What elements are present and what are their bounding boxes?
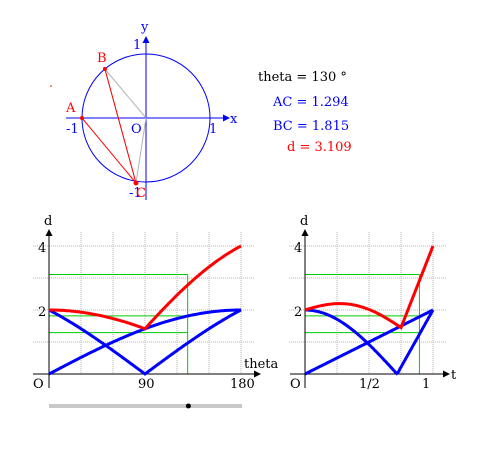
slider-track[interactable] — [49, 404, 242, 408]
t-graph-y-tick-2: 2 — [294, 305, 302, 320]
circle-origin-label: O — [131, 122, 142, 137]
t-graph-x-label: t — [451, 368, 457, 383]
t-graph-x-tick-half: 1/2 — [359, 377, 380, 392]
theta-curve-bc — [48, 308, 242, 376]
t-y-axis-arrow — [301, 229, 309, 236]
circle-x-axis-arrow — [223, 114, 230, 122]
circle-y-axis-label: y — [140, 20, 149, 35]
radius-oc — [135, 117, 147, 184]
circle-tick-x-neg: -1 — [66, 122, 79, 137]
circle-x-axis-label: x — [230, 112, 238, 127]
theta-graph-y-tick-4: 4 — [38, 241, 46, 256]
t-graph-grid — [289, 232, 447, 374]
theta-graph-x-tick-180: 180 — [230, 377, 255, 392]
theta-graph-curves — [48, 244, 242, 376]
segment-ac — [81, 117, 137, 184]
point-c-label: C — [136, 186, 146, 201]
theta-graph: d theta O 2 4 90 180 — [33, 214, 279, 392]
t-graph-curves — [304, 245, 435, 376]
point-a-label: A — [65, 101, 76, 116]
theta-graph-x-label: theta — [244, 357, 279, 372]
point-a — [80, 116, 84, 120]
theta-x-axis-arrow — [254, 370, 261, 378]
circle-tick-y-pos: 1 — [133, 38, 141, 53]
t-graph-reference-lines — [305, 274, 420, 374]
point-c[interactable] — [133, 180, 139, 186]
point-b-label: B — [97, 51, 107, 66]
theta-slider[interactable] — [49, 403, 242, 409]
ac-readout: AC = 1.294 — [273, 95, 349, 110]
segment-bc — [104, 68, 137, 184]
t-x-axis-arrow — [443, 370, 450, 378]
theta-graph-y-tick-2: 2 — [38, 305, 46, 320]
circle-tick-y-neg: -1 — [129, 186, 142, 201]
t-graph-y-tick-4: 4 — [294, 241, 302, 256]
t-graph: d t O 2 4 1/2 1 — [289, 214, 457, 392]
theta-y-axis-arrow — [45, 229, 53, 236]
t-graph-y-label: d — [300, 214, 308, 229]
t-curve-bc — [305, 308, 435, 376]
t-graph-origin: O — [290, 377, 301, 392]
theta-curve-d — [49, 244, 242, 331]
bc-readout: BC = 1.815 — [273, 119, 350, 134]
circle-tick-x-pos: 1 — [209, 122, 217, 137]
stray-dot — [50, 85, 52, 87]
radius-ob — [104, 68, 147, 119]
theta-readout: theta = 130 ° — [258, 70, 347, 85]
theta-graph-reference-lines — [49, 274, 189, 374]
circle-y-axis-arrow — [142, 36, 150, 43]
t-graph-x-tick-1: 1 — [422, 377, 430, 392]
point-b — [102, 67, 107, 71]
theta-graph-grid — [33, 232, 255, 374]
t-curve-ac — [304, 308, 434, 376]
theta-graph-origin: O — [33, 377, 44, 392]
t-curve-d — [304, 245, 435, 330]
theta-graph-y-label: d — [44, 214, 52, 229]
slider-knob[interactable] — [185, 403, 191, 409]
theta-graph-x-tick-90: 90 — [138, 377, 155, 392]
unit-circle-figure: x y O 1 -1 1 -1 A B C — [50, 20, 238, 201]
d-readout: d = 3.109 — [287, 140, 352, 155]
